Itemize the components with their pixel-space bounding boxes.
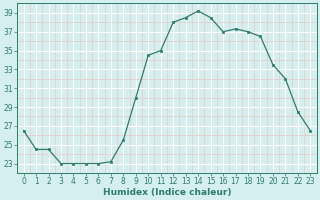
X-axis label: Humidex (Indice chaleur): Humidex (Indice chaleur): [103, 188, 231, 197]
